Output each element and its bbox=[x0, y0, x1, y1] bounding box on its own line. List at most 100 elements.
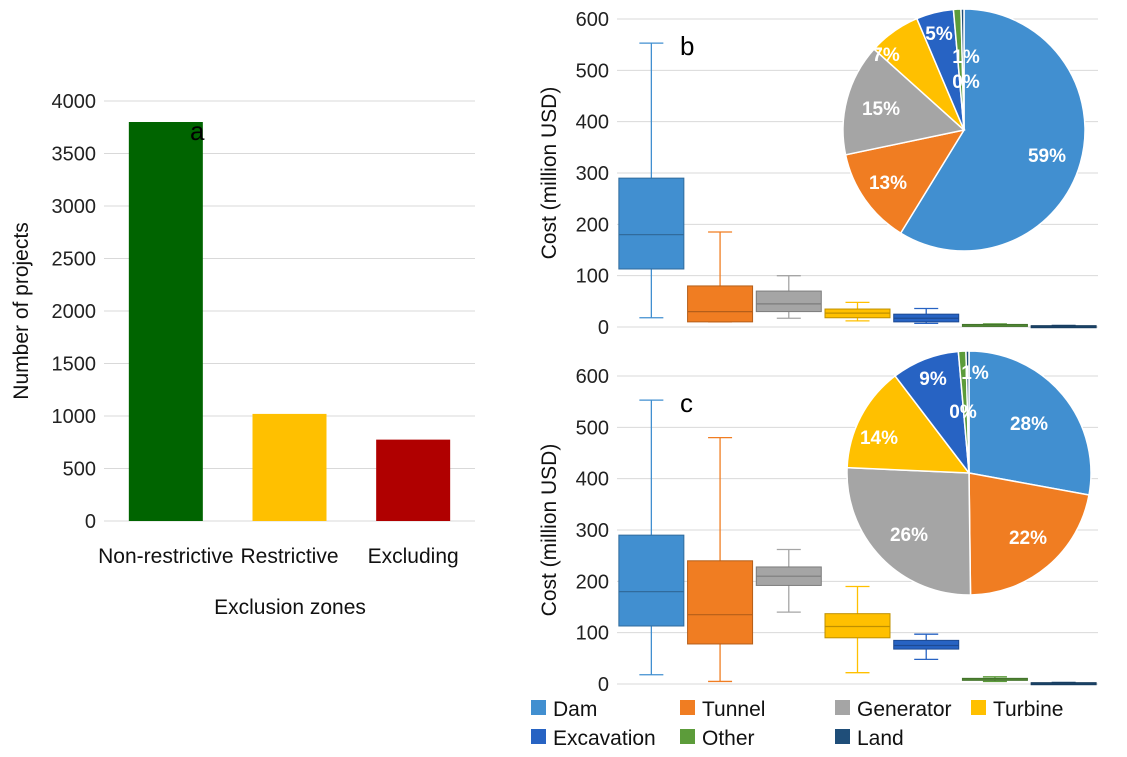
pie-label-tunnel: 13% bbox=[869, 173, 907, 194]
x-axis-title-a: Exclusion zones bbox=[214, 596, 366, 619]
y-tick-label-a: 1500 bbox=[52, 354, 97, 376]
bar-restrictive bbox=[252, 413, 327, 521]
y-tick-label-c: 0 bbox=[598, 674, 609, 696]
legend-swatch-generator bbox=[835, 700, 850, 715]
legend-swatch-turbine bbox=[971, 700, 986, 715]
y-tick-label-b: 300 bbox=[576, 163, 609, 185]
box-land bbox=[1030, 324, 1097, 329]
bar-non-restrictive bbox=[128, 122, 203, 521]
legend-label-tunnel: Tunnel bbox=[702, 698, 765, 721]
y-tick-label-a: 1000 bbox=[52, 406, 97, 428]
box-excavation bbox=[893, 633, 960, 661]
pie-slice-turbine bbox=[846, 374, 971, 474]
pie-label-excavation: 5% bbox=[925, 24, 953, 45]
panel-label-a: a bbox=[190, 116, 205, 146]
y-tick-label-c: 200 bbox=[576, 571, 609, 593]
legend-swatch-land bbox=[835, 729, 850, 744]
box-iqr bbox=[618, 177, 685, 270]
y-tick-label-c: 500 bbox=[576, 417, 609, 439]
y-tick-label-a: 2000 bbox=[52, 301, 97, 323]
y-tick-label-b: 100 bbox=[576, 266, 609, 288]
pie-slice-tunnel bbox=[844, 128, 966, 235]
x-tick-label-non-restrictive: Non-restrictive bbox=[98, 545, 233, 568]
pie-label-land: 0% bbox=[952, 72, 980, 93]
y-tick-label-b: 0 bbox=[598, 317, 609, 339]
y-tick-label-b: 200 bbox=[576, 214, 609, 236]
y-tick-label-a: 3500 bbox=[52, 144, 97, 166]
box-excavation bbox=[893, 307, 960, 325]
legend-swatch-other bbox=[680, 729, 695, 744]
legend-swatch-tunnel bbox=[680, 700, 695, 715]
pie-label-generator: 15% bbox=[862, 99, 900, 120]
pie-label-excavation: 9% bbox=[919, 369, 947, 390]
legend-label-excavation: Excavation bbox=[553, 727, 656, 750]
box-iqr bbox=[687, 285, 754, 323]
y-tick-label-c: 300 bbox=[576, 520, 609, 542]
pie-slice-tunnel bbox=[968, 472, 1090, 596]
legend-swatch-excavation bbox=[531, 729, 546, 744]
pie-slice-generator bbox=[846, 466, 972, 596]
legend: Dam Tunnel Generator Turbine Excavation Other… bbox=[531, 698, 1063, 750]
y-tick-label-a: 0 bbox=[85, 511, 96, 533]
panel-a-bar-chart: 0 500 1000 1500 2000 2500 3000 3500 4000 Non-rest… bbox=[10, 91, 475, 619]
box-iqr bbox=[618, 534, 685, 627]
panel-c-box-plot: 0 100 200 300 400 500 600 Cost (million USD) c 28… bbox=[538, 350, 1098, 696]
y-tick-label-c: 600 bbox=[576, 366, 609, 388]
legend-label-turbine: Turbine bbox=[993, 698, 1063, 721]
pie-label-land: 0% bbox=[949, 402, 977, 423]
y-axis-title-b: Cost (million USD) bbox=[538, 87, 561, 260]
y-axis-title-a: Number of projects bbox=[10, 222, 33, 399]
pie-slice-dam bbox=[899, 8, 1086, 252]
pie-label-tunnel: 22% bbox=[1009, 528, 1047, 549]
box-generator bbox=[755, 275, 822, 319]
pie-label-turbine: 7% bbox=[872, 45, 900, 66]
box-iqr bbox=[687, 560, 754, 645]
pie-c: 28% 22% 26% 14% 9% 1% 0% bbox=[846, 350, 1092, 596]
y-tick-label-a: 500 bbox=[63, 459, 96, 481]
box-other bbox=[961, 323, 1028, 327]
legend-swatch-dam bbox=[531, 700, 546, 715]
legend-label-dam: Dam bbox=[553, 698, 597, 721]
box-dam bbox=[618, 399, 685, 676]
box-generator bbox=[755, 548, 822, 613]
y-tick-label-b: 500 bbox=[576, 60, 609, 82]
x-tick-label-restrictive: Restrictive bbox=[240, 545, 338, 568]
box-iqr bbox=[893, 639, 960, 650]
panel-label-c: c bbox=[680, 388, 693, 418]
panel-b-box-plot: 0 100 200 300 400 500 600 Cost (million USD) b 59… bbox=[538, 8, 1098, 339]
pie-label-dam: 59% bbox=[1028, 146, 1066, 167]
x-tick-label-excluding: Excluding bbox=[368, 545, 459, 568]
y-tick-label-b: 400 bbox=[576, 112, 609, 134]
pie-b: 59% 13% 15% 7% 5%1% 0% bbox=[842, 8, 1086, 252]
box-tunnel bbox=[687, 231, 754, 323]
pie-label-generator: 26% bbox=[890, 525, 928, 546]
legend-label-generator: Generator bbox=[857, 698, 952, 721]
box-dam bbox=[618, 42, 685, 319]
y-tick-label-a: 2500 bbox=[52, 249, 97, 271]
y-tick-label-c: 400 bbox=[576, 469, 609, 491]
box-iqr bbox=[824, 613, 891, 639]
legend-label-land: Land bbox=[857, 727, 904, 750]
pie-slice-land bbox=[960, 8, 965, 131]
pie-slice-dam bbox=[968, 350, 1092, 496]
box-turbine bbox=[824, 585, 891, 674]
bar-excluding bbox=[376, 439, 451, 521]
y-tick-label-c: 100 bbox=[576, 623, 609, 645]
pie-slice-land bbox=[965, 350, 970, 474]
box-turbine bbox=[824, 301, 891, 322]
pie-label-other: 1% bbox=[961, 363, 989, 384]
pie-slice-generator bbox=[842, 48, 966, 156]
y-tick-label-a: 4000 bbox=[52, 91, 97, 113]
box-land bbox=[1030, 681, 1097, 686]
panel-label-b: b bbox=[680, 31, 694, 61]
box-other bbox=[961, 676, 1028, 683]
legend-label-other: Other bbox=[702, 727, 755, 750]
box-iqr bbox=[755, 290, 822, 313]
y-axis-title-c: Cost (million USD) bbox=[538, 444, 561, 617]
pie-label-dam: 28% bbox=[1010, 414, 1048, 435]
y-tick-label-b: 600 bbox=[576, 9, 609, 31]
pie-label-turbine: 14% bbox=[860, 428, 898, 449]
y-tick-label-a: 3000 bbox=[52, 196, 97, 218]
box-tunnel bbox=[687, 436, 754, 683]
